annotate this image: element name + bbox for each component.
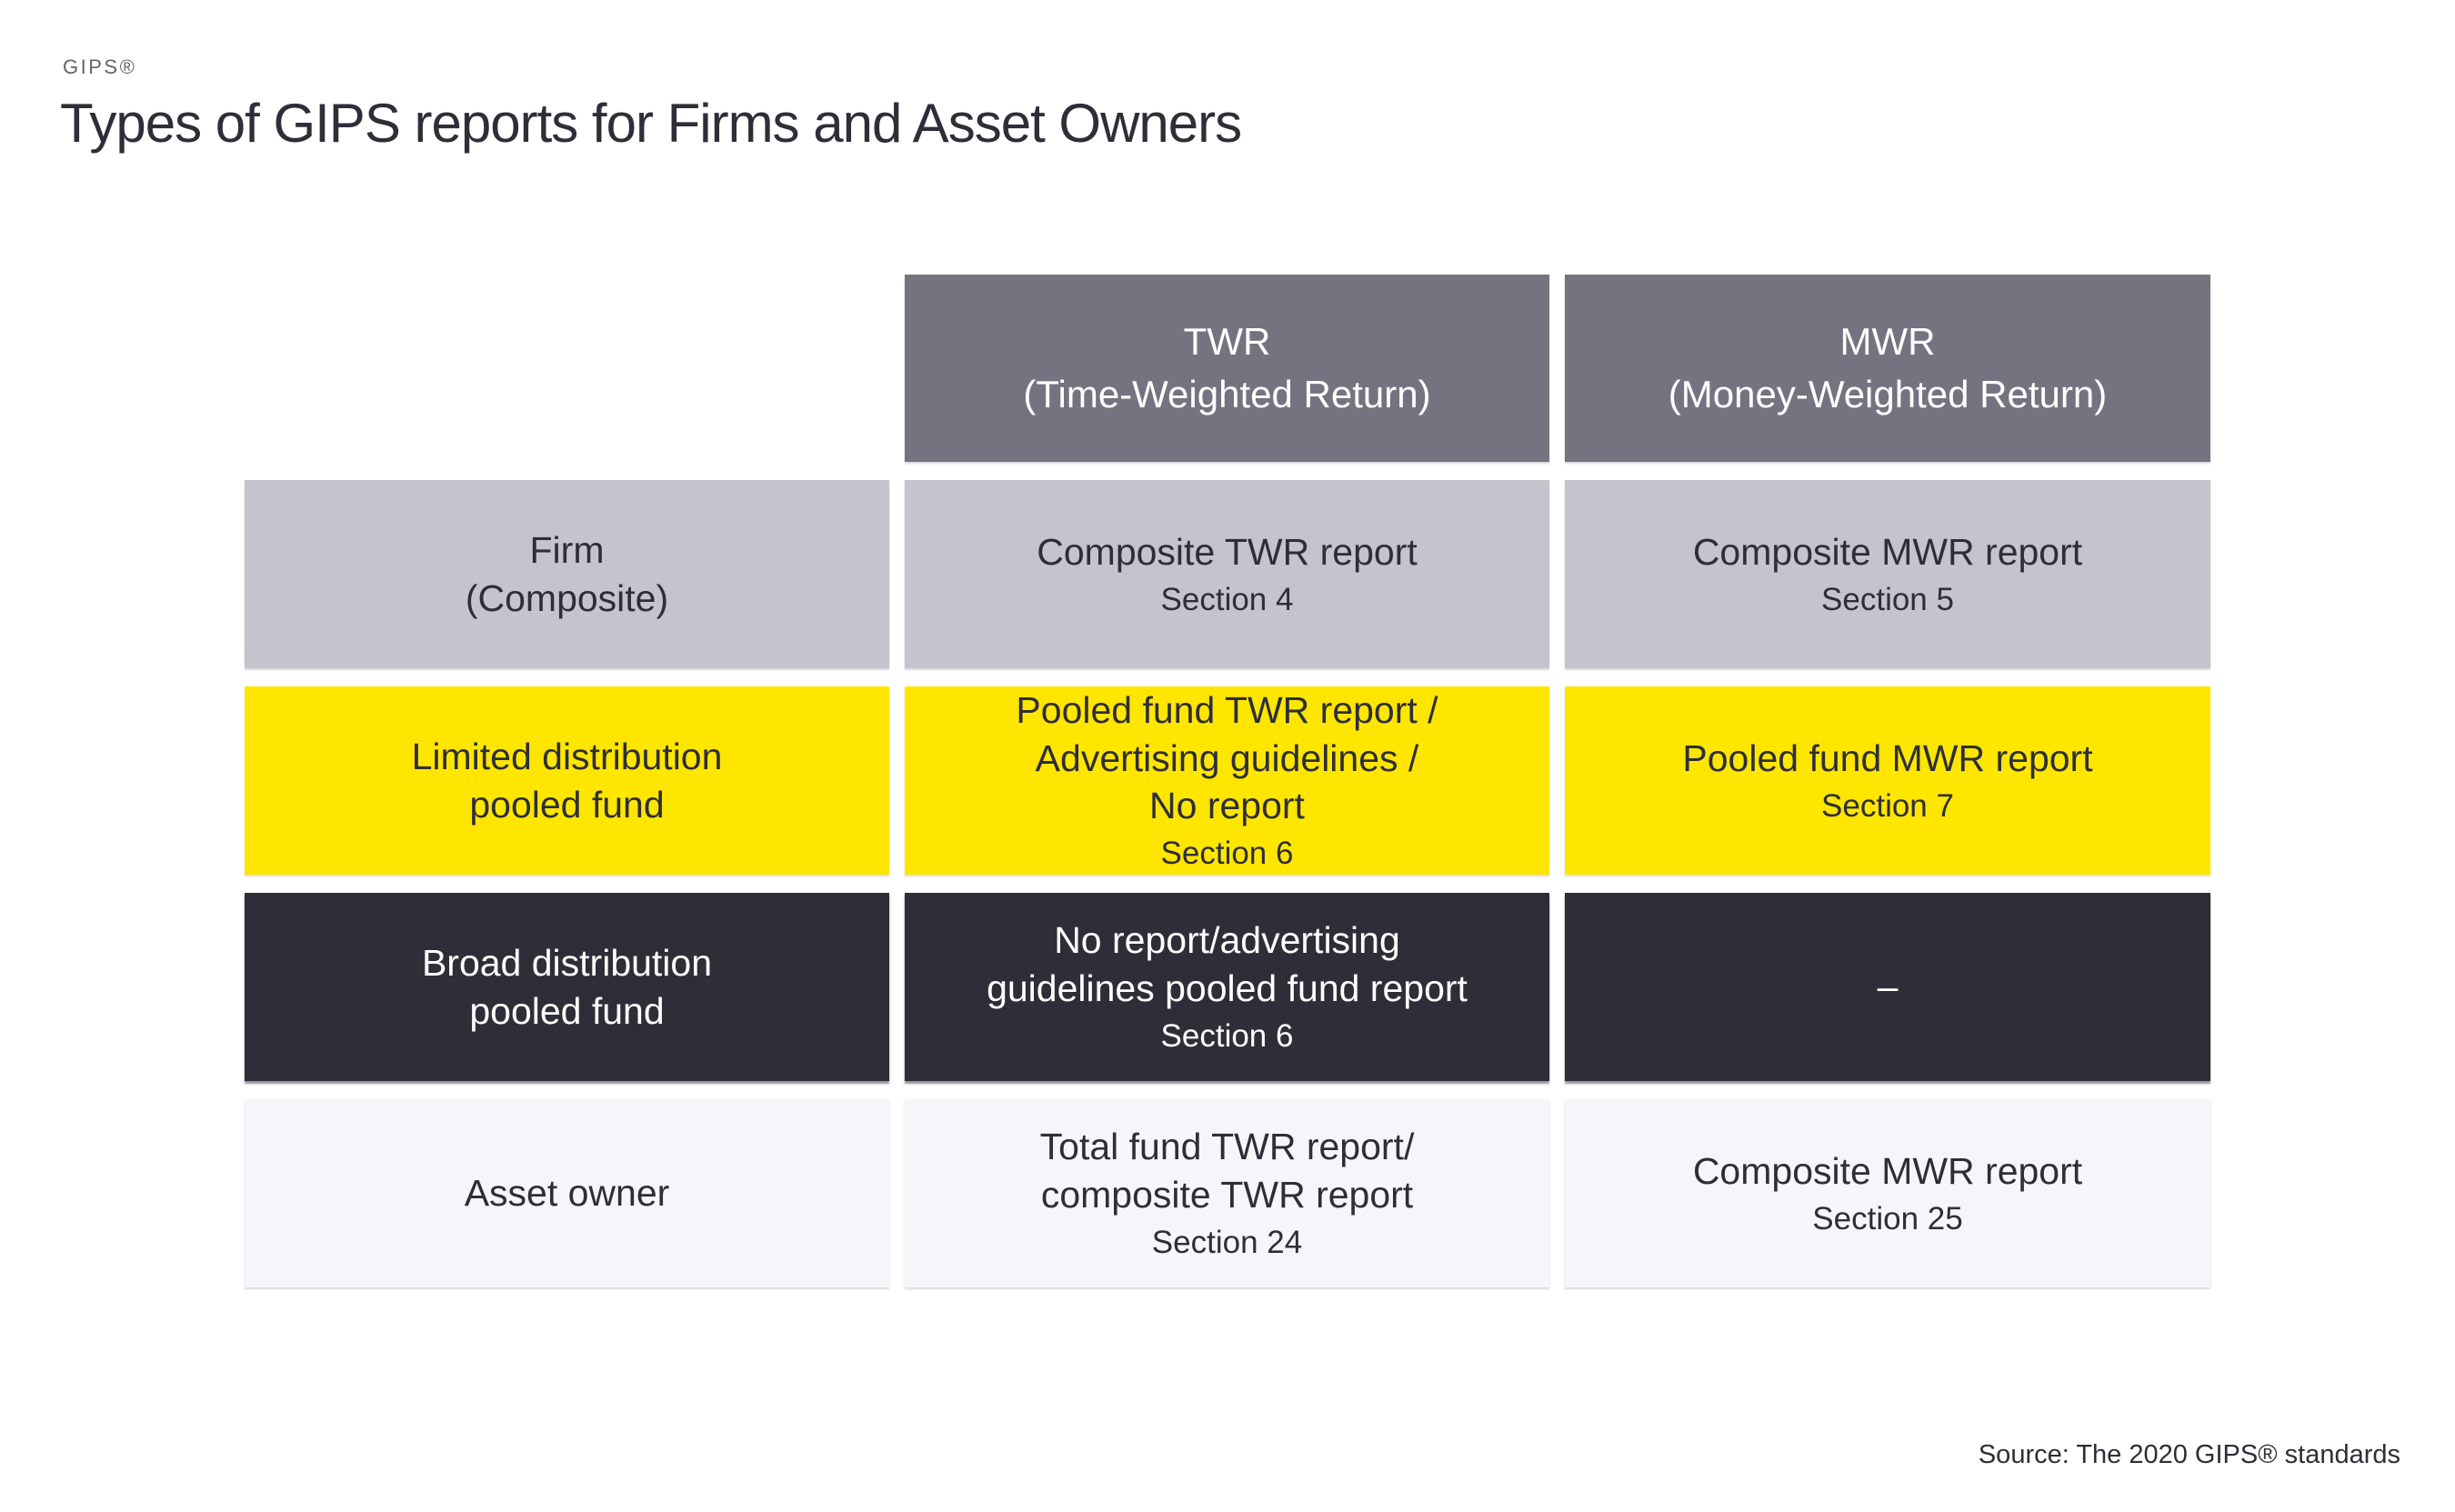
cell-composite-mwr-report: Composite MWR report Section 5 — [1565, 480, 2210, 668]
row-label-line: (Composite) — [465, 576, 669, 619]
section-label: Section 4 — [1160, 581, 1294, 617]
row-label-limited-distribution-pooled-fund: Limited distribution pooled fund — [245, 686, 889, 875]
matrix-corner-spacer — [245, 275, 889, 462]
column-header-twr: TWR (Time-Weighted Return) — [905, 275, 1549, 462]
column-header-mwr: MWR (Money-Weighted Return) — [1565, 275, 2210, 462]
section-label: Section 25 — [1812, 1200, 1963, 1237]
cell-text-line: guidelines pooled fund report — [987, 966, 1468, 1009]
section-label: Section 7 — [1821, 787, 1954, 824]
column-header-line: (Money-Weighted Return) — [1668, 373, 2108, 416]
section-label: Section 6 — [1160, 1018, 1294, 1055]
column-header-line: (Time-Weighted Return) — [1023, 373, 1431, 416]
cell-composite-twr-report: Composite TWR report Section 4 — [905, 480, 1549, 668]
cell-broad-distribution-mwr-dash: – — [1565, 893, 2210, 1081]
cell-text-line: Composite MWR report — [1692, 1149, 2083, 1192]
cell-text-line: No report — [1149, 784, 1305, 826]
cell-text-line: Advertising guidelines / — [1035, 736, 1419, 779]
cell-asset-owner-composite-mwr-report: Composite MWR report Section 25 — [1565, 1099, 2210, 1287]
section-label: Section 5 — [1821, 581, 1954, 617]
row-label-broad-distribution-pooled-fund: Broad distribution pooled fund — [245, 893, 889, 1081]
cell-text-line: No report/advertising — [1054, 919, 1400, 962]
cell-text-line: composite TWR report — [1040, 1173, 1414, 1216]
cell-pooled-fund-twr-report: Pooled fund TWR report / Advertising gui… — [905, 686, 1549, 875]
column-header-line: TWR — [1183, 320, 1271, 364]
cell-no-report-advertising-guidelines: No report/advertising guidelines pooled … — [905, 893, 1549, 1081]
cell-text-line: Total fund TWR report/ — [1039, 1126, 1415, 1168]
row-label-line: Firm — [529, 529, 605, 572]
column-header-line: MWR — [1839, 320, 1936, 364]
row-label-line: pooled fund — [469, 783, 665, 826]
cell-pooled-fund-mwr-report: Pooled fund MWR report Section 7 — [1565, 686, 2210, 875]
section-label: Section 6 — [1160, 836, 1294, 872]
row-label-line: pooled fund — [469, 989, 665, 1032]
row-label-firm-composite: Firm (Composite) — [245, 480, 889, 668]
page-title: Types of GIPS reports for Firms and Asse… — [60, 93, 1242, 154]
row-label-line: Asset owner — [464, 1172, 670, 1215]
source-note: Source: The 2020 GIPS® standards — [1978, 1440, 2400, 1469]
cell-total-fund-twr-report: Total fund TWR report/ composite TWR rep… — [905, 1099, 1549, 1287]
section-label: Section 24 — [1151, 1225, 1303, 1261]
brand-label: GIPS® — [63, 55, 137, 78]
row-label-line: Broad distribution — [421, 942, 713, 985]
row-label-asset-owner: Asset owner — [245, 1099, 889, 1287]
gips-report-matrix: TWR (Time-Weighted Return) MWR (Money-We… — [245, 275, 2210, 1287]
cell-text-line: Composite TWR report — [1037, 530, 1418, 573]
cell-text-line: Composite MWR report — [1692, 530, 2083, 573]
row-label-line: Limited distribution — [411, 736, 723, 778]
cell-text-line: Pooled fund MWR report — [1682, 736, 2093, 779]
cell-text-line: Pooled fund TWR report / — [1016, 689, 1438, 732]
dash-placeholder: – — [1877, 966, 1899, 1008]
